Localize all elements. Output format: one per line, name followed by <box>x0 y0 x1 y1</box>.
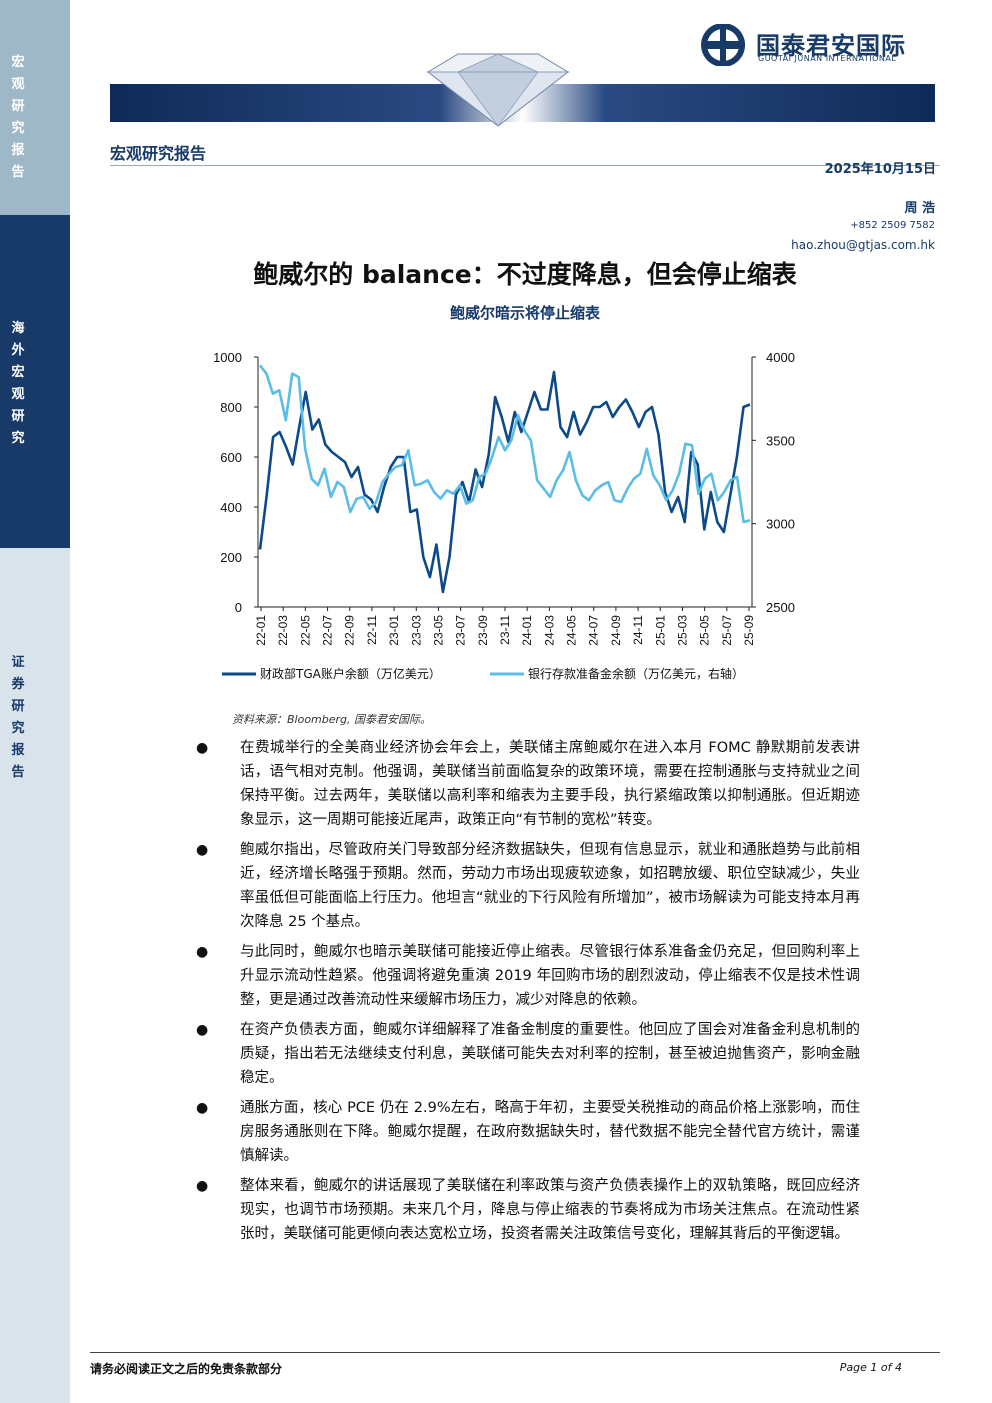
x-axis-tick-label: 22-01 <box>254 615 268 646</box>
right-axis-tick-label: 3000 <box>766 517 795 532</box>
page-number: Page 1 of 4 <box>839 1361 902 1374</box>
bullet-item: ● 在资产负债表方面，鲍威尔详细解释了准备金制度的重要性。他回应了国会对准备金利息… <box>190 1018 860 1090</box>
x-axis-tick-label: 25-09 <box>742 615 756 646</box>
bullet-item: ● 整体来看，鲍威尔的讲话展现了美联储在利率政策与资产负债表操作上的双轨策略，既回… <box>190 1174 860 1246</box>
report-date: 2025年10月15日 <box>824 162 936 177</box>
series-line-tga <box>258 370 751 594</box>
author-phone: +852 2509 7582 <box>850 220 935 231</box>
x-axis-tick-label: 23-03 <box>409 615 423 646</box>
bullet-dot-icon: ● <box>196 1022 209 1038</box>
footer-disclaimer[interactable]: 请务必阅读正文之后的免责条款部分 <box>90 1362 283 1376</box>
line-chart: 0 200 400 600 800 1000 2500 3000 3500 4000 22-01 22… <box>213 350 795 681</box>
sidebar-label-securities-report: 证 券 研 究 报 告 <box>11 655 25 780</box>
x-axis-tick-label: 23-01 <box>387 615 401 646</box>
x-axis-tick-label: 23-05 <box>431 615 445 646</box>
bullet-item: ● 在费城举行的全美商业经济协会年会上，美联储主席鲍威尔在进入本月 FOMC 静默… <box>190 736 860 832</box>
right-axis-tick-label: 3500 <box>766 433 795 448</box>
bullet-item: ● 与此同时，鲍威尔也暗示美联储可能接近停止缩表。尽管银行体系准备金仍充足，但回购… <box>190 940 860 1012</box>
sidebar-label-overseas-macro: 海 外 宏 观 研 究 <box>11 321 25 446</box>
left-axis-tick-label: 200 <box>220 550 242 565</box>
x-axis-tick-label: 24-09 <box>609 615 623 646</box>
x-axis-tick-label: 24-05 <box>565 615 579 646</box>
sidebar-label-macro-report: 宏 观 研 究 报 告 <box>11 55 25 180</box>
logo-mark-icon <box>701 23 746 67</box>
x-axis-tick-label: 24-01 <box>520 615 534 646</box>
chart-title: 鲍威尔暗示将停止缩表 <box>449 304 600 322</box>
x-axis-tick-label: 22-07 <box>321 615 335 646</box>
report-type: 宏观研究报告 <box>110 144 207 163</box>
report-title: 鲍威尔的 balance：不过度降息，但会停止缩表 <box>253 260 797 289</box>
logo-text: 国泰君安国际 <box>756 32 906 60</box>
bullet-text: 鲍威尔指出，尽管政府关门导致部分经济数据缺失，但现有信息显示，就业和通胀趋势与此… <box>240 842 860 930</box>
legend-label: 银行存款准备金余额（万亿美元，右轴） <box>528 666 744 681</box>
x-axis-tick-label: 25-01 <box>653 615 667 646</box>
company-logo: 国泰君安国际 GUOTAI JUNAN INTERNATIONAL <box>694 23 944 67</box>
author-email[interactable]: hao.zhou@gtjas.com.hk <box>791 238 935 252</box>
x-axis-tick-label: 22-03 <box>276 615 290 646</box>
header-divider <box>110 165 940 166</box>
x-axis-tick-label: 25-03 <box>675 615 689 646</box>
sidebar-block-bottom <box>0 548 70 1403</box>
left-axis-tick-label: 0 <box>235 600 242 615</box>
series-line-reserves <box>258 364 751 524</box>
left-axis-tick-label: 600 <box>220 450 242 465</box>
bullet-text: 整体来看，鲍威尔的讲话展现了美联储在利率政策与资产负债表操作上的双轨策略，既回应… <box>240 1178 860 1242</box>
x-axis-tick-label: 22-09 <box>343 615 357 646</box>
x-axis-tick-label: 24-11 <box>631 615 645 645</box>
bullet-text: 通胀方面，核心 PCE 仍在 2.9%左右，略高于年初，主要受关税推动的商品价格… <box>240 1100 860 1164</box>
bullet-text: 与此同时，鲍威尔也暗示美联储可能接近停止缩表。尽管银行体系准备金仍充足，但回购利… <box>240 944 860 1008</box>
bullet-text: 在资产负债表方面，鲍威尔详细解释了准备金制度的重要性。他回应了国会对准备金利息机… <box>240 1022 860 1086</box>
x-axis-tick-label: 24-07 <box>587 615 601 646</box>
diamond-icon <box>426 53 570 127</box>
sidebar-block-top <box>0 0 70 215</box>
author-name: 周 浩 <box>904 201 935 216</box>
x-axis-tick-label: 25-07 <box>720 615 734 646</box>
bullet-list: ● 在费城举行的全美商业经济协会年会上，美联储主席鲍威尔在进入本月 FOMC 静默… <box>190 736 860 1252</box>
bullet-item: ● 通胀方面，核心 PCE 仍在 2.9%左右，略高于年初，主要受关税推动的商品价… <box>190 1096 860 1168</box>
footer-divider <box>90 1352 940 1353</box>
sidebar-block-middle <box>0 215 70 548</box>
sidebar: 宏 观 研 究 报 告 海 外 宏 观 研 究 证 券 研 究 报 告 <box>0 0 70 1403</box>
bullet-dot-icon: ● <box>196 944 209 960</box>
x-axis-tick-label: 23-09 <box>476 615 490 646</box>
bullet-item: ● 鲍威尔指出，尽管政府关门导致部分经济数据缺失，但现有信息显示，就业和通胀趋势与… <box>190 838 860 934</box>
x-axis-tick-label: 22-05 <box>298 615 312 646</box>
left-axis-tick-label: 400 <box>220 500 242 515</box>
bullet-dot-icon: ● <box>196 1178 209 1194</box>
left-axis-tick-label: 800 <box>220 400 242 415</box>
bullet-dot-icon: ● <box>196 1100 209 1116</box>
bullet-dot-icon: ● <box>196 740 209 756</box>
x-axis-tick-label: 23-11 <box>498 615 512 645</box>
logo-subtext: GUOTAI JUNAN INTERNATIONAL <box>758 54 897 63</box>
left-axis-tick-label: 1000 <box>213 350 242 365</box>
chart-source: 资料来源：Bloomberg, 国泰君安国际。 <box>232 713 432 726</box>
x-axis-tick-label: 25-05 <box>698 615 712 646</box>
bullet-dot-icon: ● <box>196 842 209 858</box>
x-axis-tick-label: 23-07 <box>454 615 468 646</box>
legend-label: 财政部TGA账户余额（万亿美元） <box>260 666 441 681</box>
x-axis-tick-label: 24-03 <box>542 615 556 646</box>
right-axis-tick-label: 4000 <box>766 350 795 365</box>
x-axis-tick-label: 22-11 <box>365 615 379 645</box>
right-axis-tick-label: 2500 <box>766 600 795 615</box>
bullet-text: 在费城举行的全美商业经济协会年会上，美联储主席鲍威尔在进入本月 FOMC 静默期… <box>240 740 860 828</box>
